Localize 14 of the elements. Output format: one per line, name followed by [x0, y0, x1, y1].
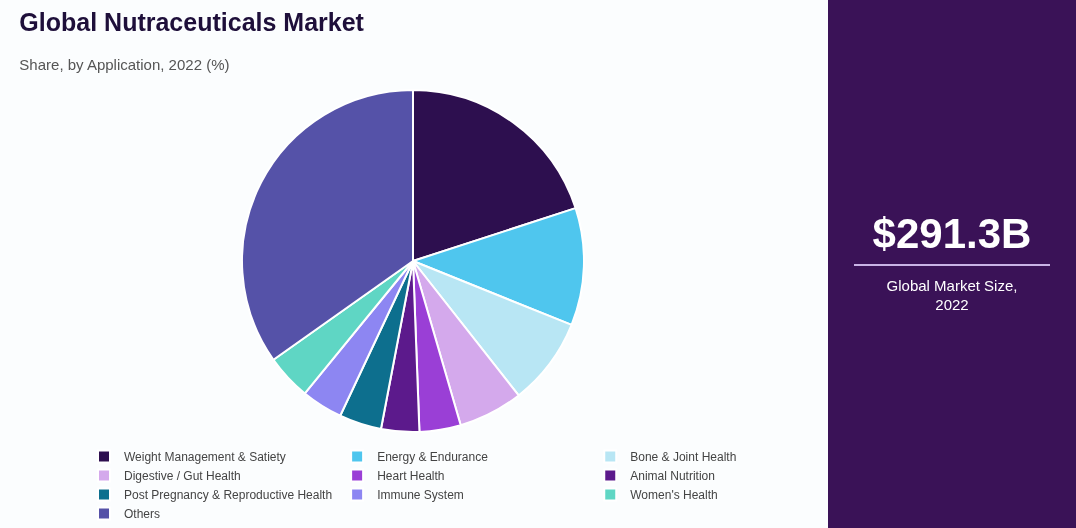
legend-label: Bone & Joint Health — [630, 450, 737, 465]
legend-label: Immune System — [377, 488, 464, 503]
legend-label: Post Pregnancy & Reproductive Health — [124, 488, 333, 503]
legend-label: Women's Health — [630, 488, 718, 503]
text: $291.3B — [854, 210, 1050, 266]
legend-label: Heart Health — [377, 469, 445, 484]
legend-label: Animal Nutrition — [630, 469, 715, 484]
legend-label: Digestive / Gut Health — [124, 469, 241, 484]
legend-label: Weight Management & Satiety — [124, 450, 286, 465]
chart-subtitle: Share, by Application, 2022 (%) — [19, 56, 230, 74]
legend-label: Energy & Endurance — [377, 450, 489, 465]
chart-title: Global Nutraceuticals Market — [19, 7, 365, 36]
legend-label: Others — [124, 507, 161, 522]
text: Global Market Size, 2022 — [885, 276, 1019, 314]
